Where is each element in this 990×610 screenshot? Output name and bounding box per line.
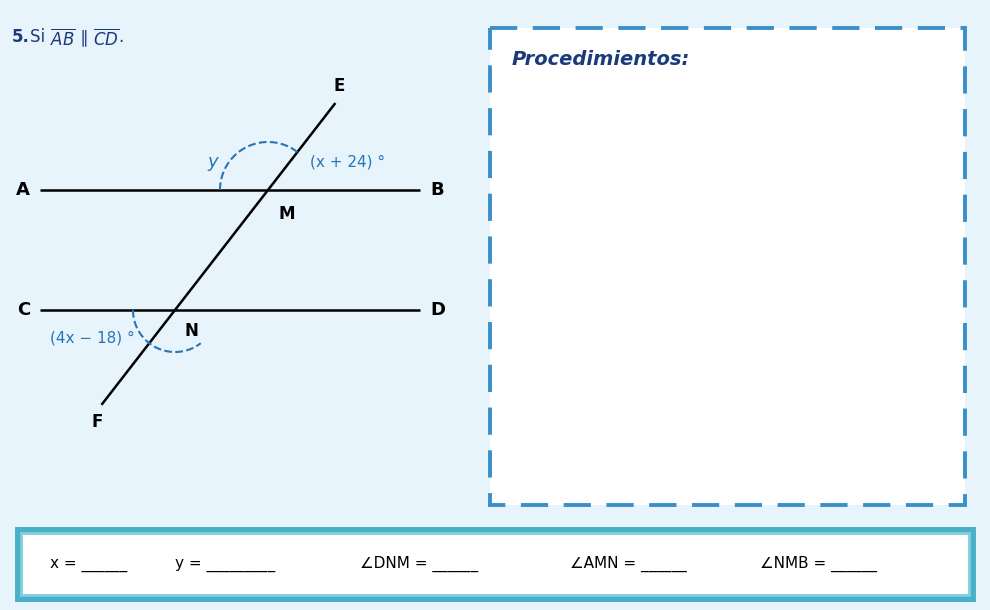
Text: F: F: [92, 413, 103, 431]
Text: Si: Si: [30, 28, 50, 46]
Text: E: E: [334, 77, 346, 95]
FancyBboxPatch shape: [21, 533, 969, 595]
Text: ∠AMN = ______: ∠AMN = ______: [570, 556, 687, 572]
Text: N: N: [185, 322, 199, 340]
Text: (x + 24) °: (x + 24) °: [310, 154, 385, 170]
Text: x = ______: x = ______: [50, 556, 128, 572]
FancyBboxPatch shape: [18, 530, 972, 598]
Text: y = _________: y = _________: [175, 556, 275, 572]
Text: ∠DNM = ______: ∠DNM = ______: [360, 556, 478, 572]
Text: B: B: [430, 181, 444, 199]
Text: (4x − 18) °: (4x − 18) °: [50, 331, 135, 345]
Text: M: M: [278, 205, 294, 223]
FancyBboxPatch shape: [490, 28, 965, 505]
Text: ∥: ∥: [75, 28, 94, 46]
Text: y: y: [208, 153, 219, 171]
Text: 5.: 5.: [12, 28, 30, 46]
Text: D: D: [430, 301, 445, 319]
Text: C: C: [17, 301, 30, 319]
Text: A: A: [16, 181, 30, 199]
Text: $\overline{AB}$: $\overline{AB}$: [50, 28, 75, 49]
Text: ∠NMB = ______: ∠NMB = ______: [760, 556, 877, 572]
Text: Procedimientos:: Procedimientos:: [512, 50, 690, 69]
Text: $\overline{CD}$: $\overline{CD}$: [93, 28, 120, 49]
Text: .: .: [118, 28, 123, 46]
